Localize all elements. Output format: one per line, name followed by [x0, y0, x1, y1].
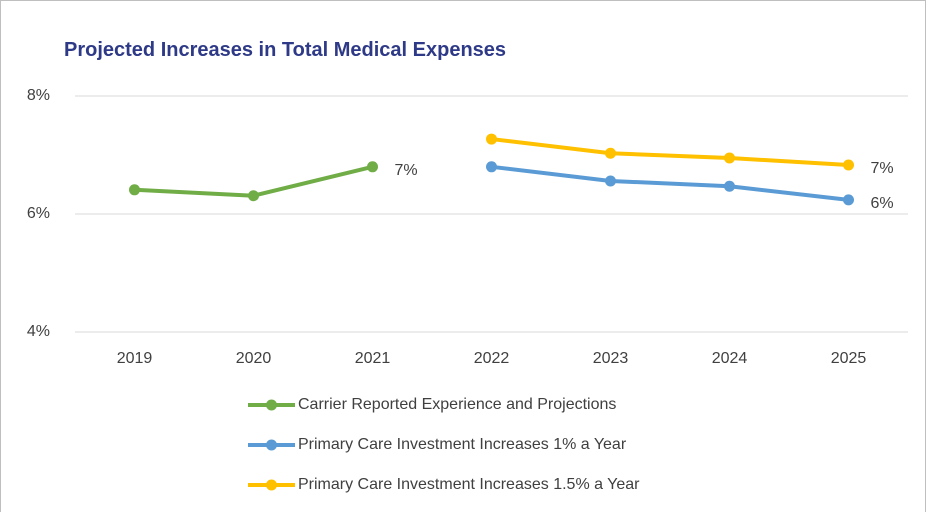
series-line: [491, 164, 849, 202]
y-tick-label: 6%: [27, 205, 50, 222]
legend-label: Primary Care Investment Increases 1% a Y…: [298, 436, 627, 453]
legend-label: Carrier Reported Experience and Projecti…: [298, 396, 616, 413]
data-point: [486, 161, 497, 173]
data-point: [724, 152, 735, 164]
data-point: [129, 184, 140, 196]
legend-marker: [266, 479, 277, 491]
x-tick-label: 2024: [712, 350, 748, 367]
data-point: [843, 159, 854, 171]
y-tick-label: 4%: [27, 323, 50, 340]
data-point: [724, 180, 735, 192]
x-tick-label: 2021: [355, 350, 391, 367]
y-tick-label: 8%: [27, 87, 50, 104]
data-point: [486, 133, 497, 145]
data-point: [605, 147, 616, 159]
data-label: 6%: [871, 195, 894, 212]
legend-marker: [266, 439, 277, 451]
data-point: [605, 175, 616, 187]
x-tick-label: 2019: [117, 350, 153, 367]
data-point: [367, 161, 378, 173]
data-label: 7%: [871, 160, 894, 177]
data-point: [843, 194, 854, 206]
legend-marker: [266, 399, 277, 411]
x-tick-label: 2023: [593, 350, 629, 367]
legend-label: Primary Care Investment Increases 1.5% a…: [298, 476, 640, 493]
x-tick-label: 2025: [831, 350, 867, 367]
series-line: [491, 137, 849, 168]
chart-title: Projected Increases in Total Medical Exp…: [64, 39, 506, 61]
x-tick-label: 2022: [474, 350, 510, 367]
data-point: [248, 190, 259, 202]
data-label: 7%: [395, 162, 418, 179]
x-tick-label: 2020: [236, 350, 272, 367]
